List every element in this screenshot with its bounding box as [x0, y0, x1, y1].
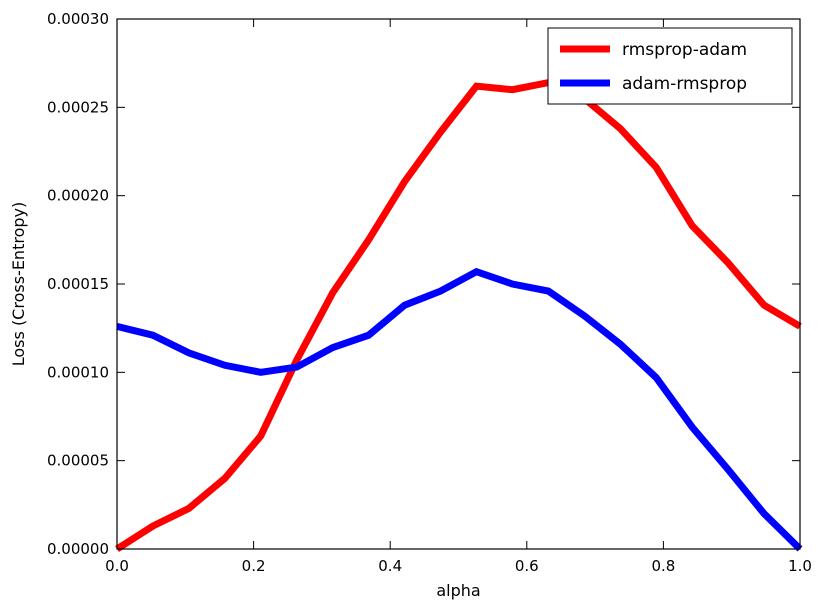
y-tick-label: 0.00010	[47, 363, 109, 381]
axes-layer: 0.0 0.2 0.4 0.6 0.8 1.0 0.00000 0.00005 0.00010 0…	[47, 10, 812, 575]
y-tick-label: 0.00005	[47, 452, 109, 470]
legend-label-adam-rmsprop: adam-rmsprop	[622, 74, 747, 94]
series-layer	[115, 78, 803, 552]
y-tick-label: 0.00030	[47, 10, 109, 28]
legend: rmsprop-adam adam-rmsprop	[547, 27, 793, 105]
series-line-rmsprop-adam	[115, 78, 802, 552]
y-tick-label: 0.00015	[47, 275, 109, 293]
x-tick-label: 0.8	[651, 557, 675, 575]
x-axis-label: alpha	[436, 581, 480, 600]
x-tick-label: 1.0	[788, 557, 812, 575]
y-tick-label: 0.00020	[47, 187, 109, 205]
x-tick-label: 0.6	[515, 557, 539, 575]
legend-box	[547, 27, 793, 105]
x-tick-label: 0.2	[242, 557, 266, 575]
x-tick-label: 0.0	[105, 557, 129, 575]
x-tick-label: 0.4	[378, 557, 402, 575]
series-line-adam-rmsprop	[116, 267, 803, 552]
y-tick-label: 0.00025	[47, 98, 109, 116]
y-tick-label: 0.00000	[47, 540, 109, 558]
legend-label-rmsprop-adam: rmsprop-adam	[622, 40, 747, 60]
y-axis-label: Loss (Cross-Entropy)	[9, 202, 28, 366]
